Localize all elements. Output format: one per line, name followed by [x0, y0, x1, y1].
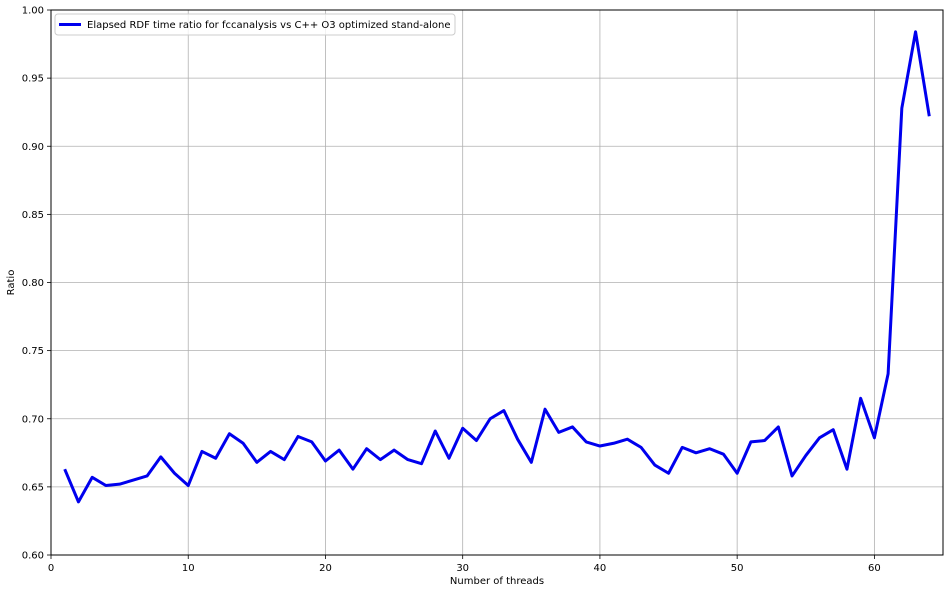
- y-axis-ticks: 0.60 0.65 0.70 0.75 0.80 0.85 0.90 0.95 1.00: [22, 6, 51, 562]
- x-tick-label: 40: [594, 563, 607, 574]
- x-axis-ticks: 0 10 20 30 40 50 60: [48, 555, 881, 574]
- grid-lines: [50, 9, 943, 556]
- x-tick-label: 50: [731, 563, 744, 574]
- y-tick-label: 0.70: [22, 414, 44, 425]
- y-tick-label: 1.00: [22, 6, 44, 17]
- x-axis-label: Number of threads: [450, 576, 544, 587]
- x-tick-label: 30: [456, 563, 469, 574]
- y-tick-label: 0.65: [22, 482, 44, 493]
- y-tick-label: 0.75: [22, 346, 44, 357]
- y-tick-label: 0.95: [22, 74, 44, 85]
- y-tick-label: 0.90: [22, 142, 44, 153]
- x-tick-label: 20: [319, 563, 332, 574]
- y-axis-label: Ratio: [6, 270, 17, 296]
- x-tick-label: 60: [868, 563, 881, 574]
- legend: Elapsed RDF time ratio for fccanalysis v…: [54, 13, 456, 36]
- legend-box: [54, 13, 456, 36]
- y-tick-label: 0.60: [22, 551, 44, 562]
- series-line: [63, 30, 931, 504]
- series-layer: [63, 30, 931, 504]
- legend-entry-label: Elapsed RDF time ratio for fccanalysis v…: [87, 20, 450, 31]
- y-tick-label: 0.80: [22, 278, 44, 289]
- y-tick-label: 0.85: [22, 210, 44, 221]
- x-tick-label: 0: [48, 563, 54, 574]
- x-tick-label: 10: [182, 563, 195, 574]
